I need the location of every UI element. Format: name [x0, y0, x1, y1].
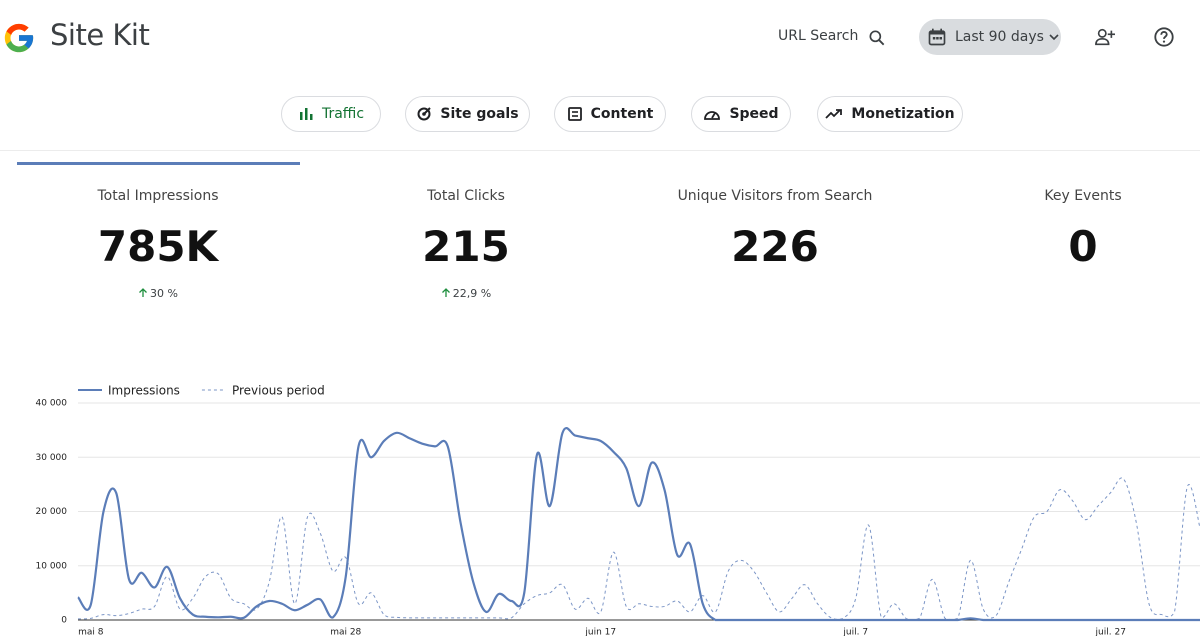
chevron-icon: [1049, 34, 1059, 41]
metric-value: 215: [422, 222, 510, 271]
add-user-icon[interactable]: [1094, 27, 1116, 47]
metric[interactable]: Key Events 0: [933, 188, 1200, 272]
series-line: [77, 477, 1200, 621]
date-range-button[interactable]: Last 90 days: [919, 19, 1061, 55]
x-tick-label: mai 8: [78, 628, 104, 636]
legend-label: Impressions: [108, 384, 180, 398]
y-tick-label: 0: [61, 616, 67, 626]
metric-change: 22,9 %: [316, 286, 616, 300]
tab[interactable]: Site goals: [405, 96, 530, 132]
tab[interactable]: Speed: [691, 96, 791, 132]
y-tick-label: 30 000: [36, 453, 68, 463]
tab-label: Content: [590, 106, 654, 122]
metric-label: Total Clicks: [427, 188, 505, 204]
url-search[interactable]: URL Search: [778, 28, 859, 44]
metric-change-text: 22,9 %: [452, 286, 492, 300]
tab[interactable]: Traffic: [281, 96, 381, 132]
metric-change: 30 %: [8, 286, 308, 300]
search-icon[interactable]: [867, 28, 887, 48]
metric-label: Total Impressions: [97, 188, 219, 204]
legend-label: Previous period: [232, 384, 325, 398]
tab-icon: [567, 107, 582, 121]
metric[interactable]: Unique Visitors from Search 226: [625, 188, 925, 272]
up-arrow: [441, 288, 450, 297]
tab-icon: [299, 108, 313, 120]
help-icon[interactable]: [1153, 26, 1175, 48]
metric-value: 226: [731, 222, 819, 271]
up-arrow: [139, 288, 147, 297]
y-tick-label: 40 000: [36, 399, 68, 409]
active-indicator: [17, 162, 300, 165]
tab-label: Traffic: [321, 106, 365, 122]
brand[interactable]: Site Kit: [50, 18, 150, 52]
date-range-label: Last 90 days: [955, 29, 1044, 45]
metric[interactable]: Total Impressions 785K 30 %: [8, 188, 308, 300]
tab-icon: [825, 109, 843, 119]
metric-value: 0: [1068, 222, 1098, 271]
tab-label: Speed: [729, 106, 779, 122]
tab-icon: [704, 111, 721, 120]
x-tick-label: mai 28: [330, 628, 361, 636]
metric-change-text: 30 %: [150, 286, 178, 300]
tab-label: Monetization: [851, 106, 955, 122]
x-tick-label: juil. 27: [1095, 628, 1126, 636]
x-tick-label: juil. 7: [842, 628, 868, 636]
metric-label: Key Events: [1044, 188, 1122, 204]
y-tick-label: 20 000: [36, 507, 68, 517]
google-logo: [4, 23, 34, 53]
metric-label: Unique Visitors from Search: [677, 188, 873, 204]
series-line: [77, 427, 1200, 622]
tab-icon: [417, 107, 432, 121]
y-tick-label: 10 000: [36, 561, 68, 571]
metric-value: 785K: [97, 222, 219, 271]
tab[interactable]: Monetization: [817, 96, 963, 132]
x-tick-label: juin 17: [584, 628, 616, 636]
calendar-icon: [928, 28, 946, 46]
tab[interactable]: Content: [554, 96, 666, 132]
tab-label: Site goals: [440, 106, 519, 122]
metric[interactable]: Total Clicks 215 22,9 %: [316, 188, 616, 300]
divider: [0, 150, 1200, 151]
